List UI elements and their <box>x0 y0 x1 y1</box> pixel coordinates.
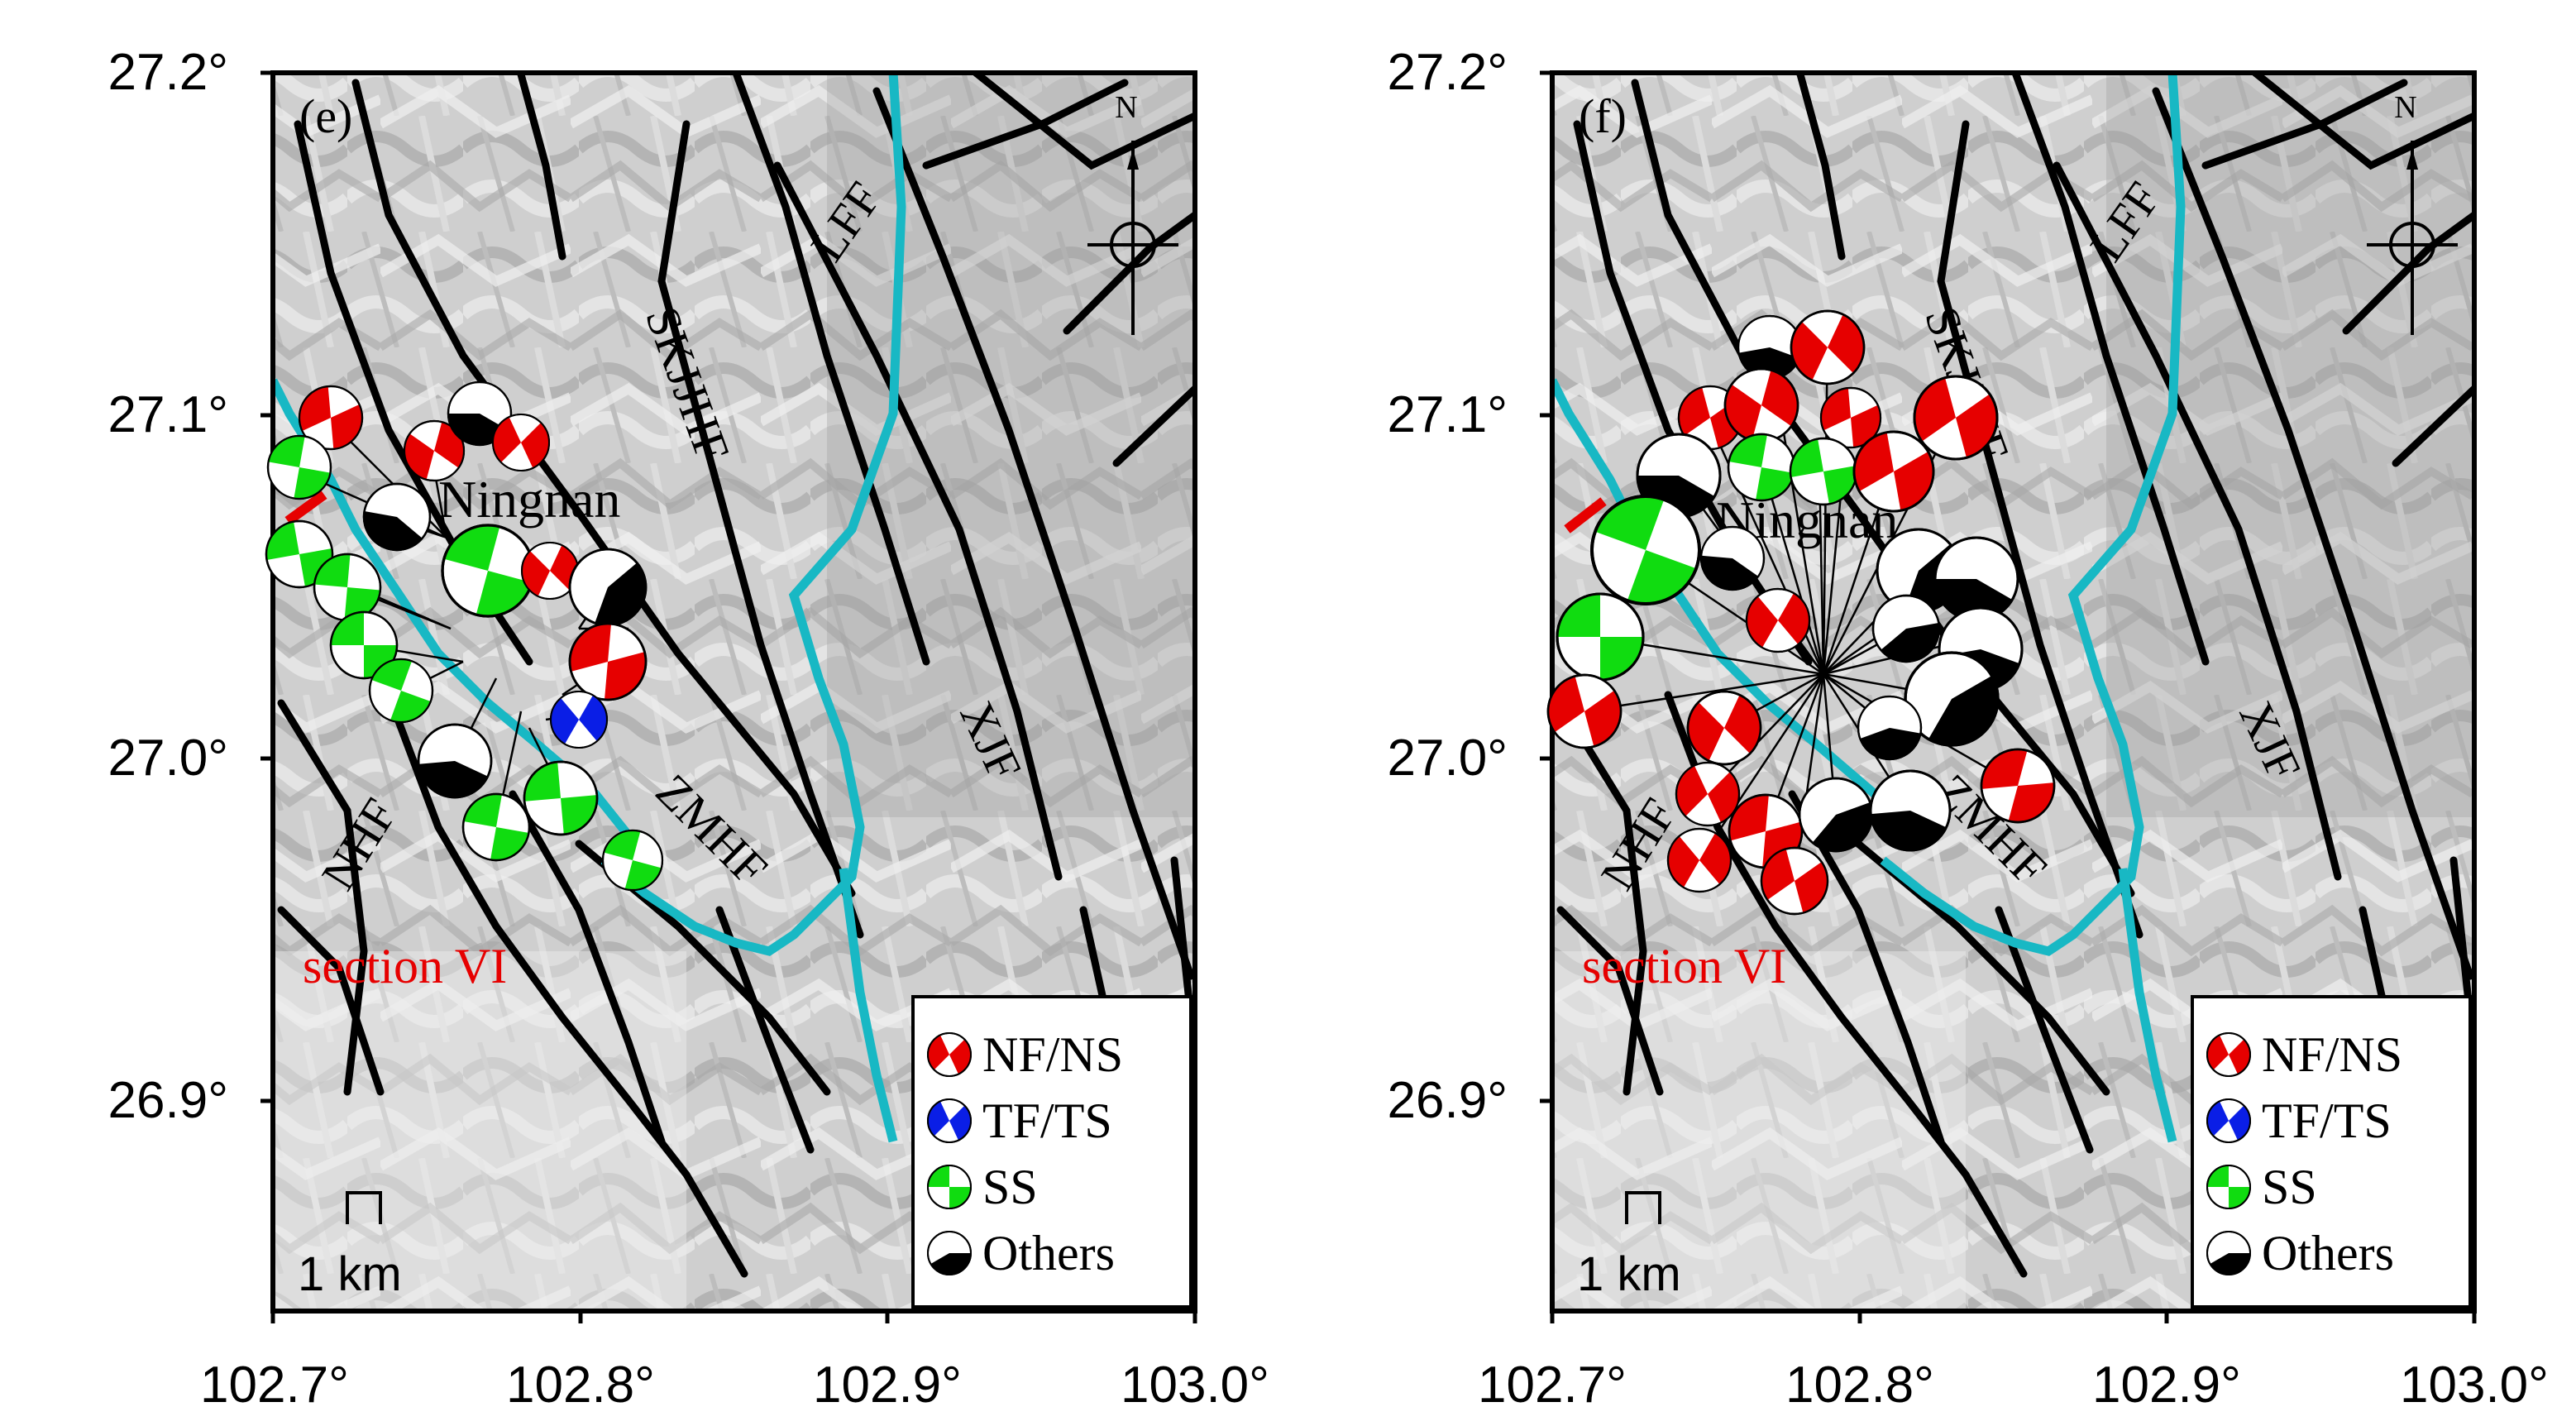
focal-mechanism-normal <box>1852 430 1935 513</box>
focal-mechanisms-f <box>1546 309 2056 916</box>
lat-axis-e: 27.2° 27.1° 27.0° 26.9° <box>108 44 228 1129</box>
north-label: N <box>2394 90 2416 125</box>
focal-mechanism-normal <box>520 541 580 601</box>
focal-mechanism-normal <box>1686 690 1762 766</box>
focal-mechanism-strike_slip <box>265 519 334 589</box>
focal-mechanism-others <box>1699 525 1766 591</box>
focal-mechanism-normal <box>1675 761 1741 827</box>
legend-label-thrust: TF/TS <box>2262 1093 2392 1148</box>
focal-mechanism-strike_slip <box>523 760 599 836</box>
focal-mechanism-strike_slip <box>2206 1165 2251 1209</box>
legend-label-normal: NF/NS <box>982 1027 1123 1082</box>
focal-mechanism-normal <box>1666 827 1732 893</box>
focal-mechanism-strike_slip <box>927 1165 972 1209</box>
north-arrow-f: N <box>2367 90 2458 335</box>
focal-mechanism-strike_slip <box>1727 433 1796 502</box>
focal-mechanism-thrust <box>2206 1098 2251 1143</box>
legend-label-ss: SS <box>982 1160 1038 1214</box>
focal-mechanism-strike_slip <box>601 829 664 892</box>
focal-mechanism-strike_slip <box>441 524 535 618</box>
focal-mechanism-normal <box>927 1032 972 1077</box>
focal-mechanism-others <box>1871 594 1941 663</box>
focal-mechanism-strike_slip <box>368 658 434 724</box>
panel-label-f: (f) <box>1579 89 1627 143</box>
lon-tick-label: 102.8° <box>506 1357 655 1414</box>
north-label: N <box>1115 90 1137 125</box>
lon-axis-e: 102.7° 102.8° 102.9° 103.0° <box>200 1357 1269 1414</box>
focal-mechanism-normal <box>1790 309 1866 385</box>
legend-label-thrust: TF/TS <box>982 1093 1112 1148</box>
focal-mechanism-others <box>568 548 648 627</box>
focal-mechanism-strike_slip <box>1789 437 1858 506</box>
focal-mechanism-normal <box>491 413 551 472</box>
focal-mechanism-normal <box>403 419 466 482</box>
focal-mechanism-others <box>417 723 493 799</box>
lat-tick-label: 27.2° <box>1388 44 1508 101</box>
lon-tick-label: 103.0° <box>2400 1357 2549 1414</box>
lat-tick-label: 27.2° <box>108 44 228 101</box>
legend-label-others: Others <box>2262 1226 2394 1280</box>
focal-mechanism-strike_slip <box>266 434 332 500</box>
lat-axis-f: 27.2° 27.1° 27.0° 26.9° <box>1388 44 1508 1129</box>
focal-mechanism-normal <box>1760 846 1829 916</box>
section-marker-f <box>1564 497 1607 534</box>
focal-mechanism-normal <box>1745 587 1811 653</box>
focal-mechanism-others <box>1904 651 2000 747</box>
north-arrow-e: N <box>1087 90 1178 335</box>
scale-bar-e: 1 km <box>298 1191 402 1301</box>
focal-mechanism-others <box>362 482 432 552</box>
focal-mechanism-others <box>1869 769 1952 852</box>
legend-f: NF/NS TF/TS SS Others <box>2191 995 2472 1309</box>
focal-mechanism-others <box>1798 777 1874 853</box>
focal-mechanism-strike_slip <box>1556 592 1645 682</box>
focal-mechanism-others <box>1857 695 1923 761</box>
lon-tick-label: 102.9° <box>813 1357 962 1414</box>
section-marker-e <box>284 490 327 525</box>
focal-mechanism-strike_slip <box>313 553 382 622</box>
focal-mechanism-thrust <box>927 1098 972 1143</box>
focal-mechanism-normal <box>1546 673 1623 749</box>
lon-tick-label: 102.8° <box>1785 1357 1934 1414</box>
focal-mechanism-normal <box>298 385 364 451</box>
scale-label: 1 km <box>1577 1247 1681 1301</box>
lat-tick-label: 27.0° <box>108 730 228 787</box>
focal-mechanisms-e <box>265 380 664 892</box>
focal-mechanism-normal <box>568 622 648 701</box>
lon-tick-label: 102.9° <box>2092 1357 2241 1414</box>
legend-label-ss: SS <box>2262 1160 2317 1214</box>
legend-e: NF/NS TF/TS SS Others <box>911 995 1192 1309</box>
scale-label: 1 km <box>298 1247 402 1301</box>
focal-mechanism-strike_slip <box>461 792 531 862</box>
lat-tick-label: 26.9° <box>1388 1072 1508 1129</box>
legend-label-normal: NF/NS <box>2262 1027 2402 1082</box>
panel-label-e: (e) <box>299 89 352 143</box>
focal-mechanism-thrust <box>549 690 609 749</box>
section-label-f: section VI <box>1582 939 1786 993</box>
focal-mechanism-normal <box>1980 748 2056 824</box>
section-label-e: section VI <box>303 939 507 993</box>
lon-tick-label: 103.0° <box>1121 1357 1269 1414</box>
focal-mechanism-others <box>927 1231 972 1275</box>
focal-mechanism-normal <box>1723 367 1799 443</box>
scale-bar-f: 1 km <box>1577 1191 1681 1301</box>
focal-mechanism-others <box>2206 1231 2251 1275</box>
lon-axis-f: 102.7° 102.8° 102.9° 103.0° <box>1478 1357 2549 1414</box>
focal-mechanism-normal <box>1913 375 1999 461</box>
lat-tick-label: 27.1° <box>108 386 228 443</box>
lat-tick-label: 27.1° <box>1388 386 1508 443</box>
focal-mechanism-normal <box>2206 1032 2251 1077</box>
map-panel-e <box>270 70 1197 1314</box>
lat-tick-label: 26.9° <box>108 1072 228 1129</box>
legend-label-others: Others <box>982 1226 1115 1280</box>
focal-mechanism-strike_slip <box>329 610 399 680</box>
town-label-e: Ningnan <box>438 470 620 529</box>
lat-tick-label: 27.0° <box>1388 730 1508 787</box>
lon-tick-label: 102.7° <box>200 1357 349 1414</box>
focal-mechanism-strike_slip <box>1590 495 1701 605</box>
lon-tick-label: 102.7° <box>1478 1357 1627 1414</box>
